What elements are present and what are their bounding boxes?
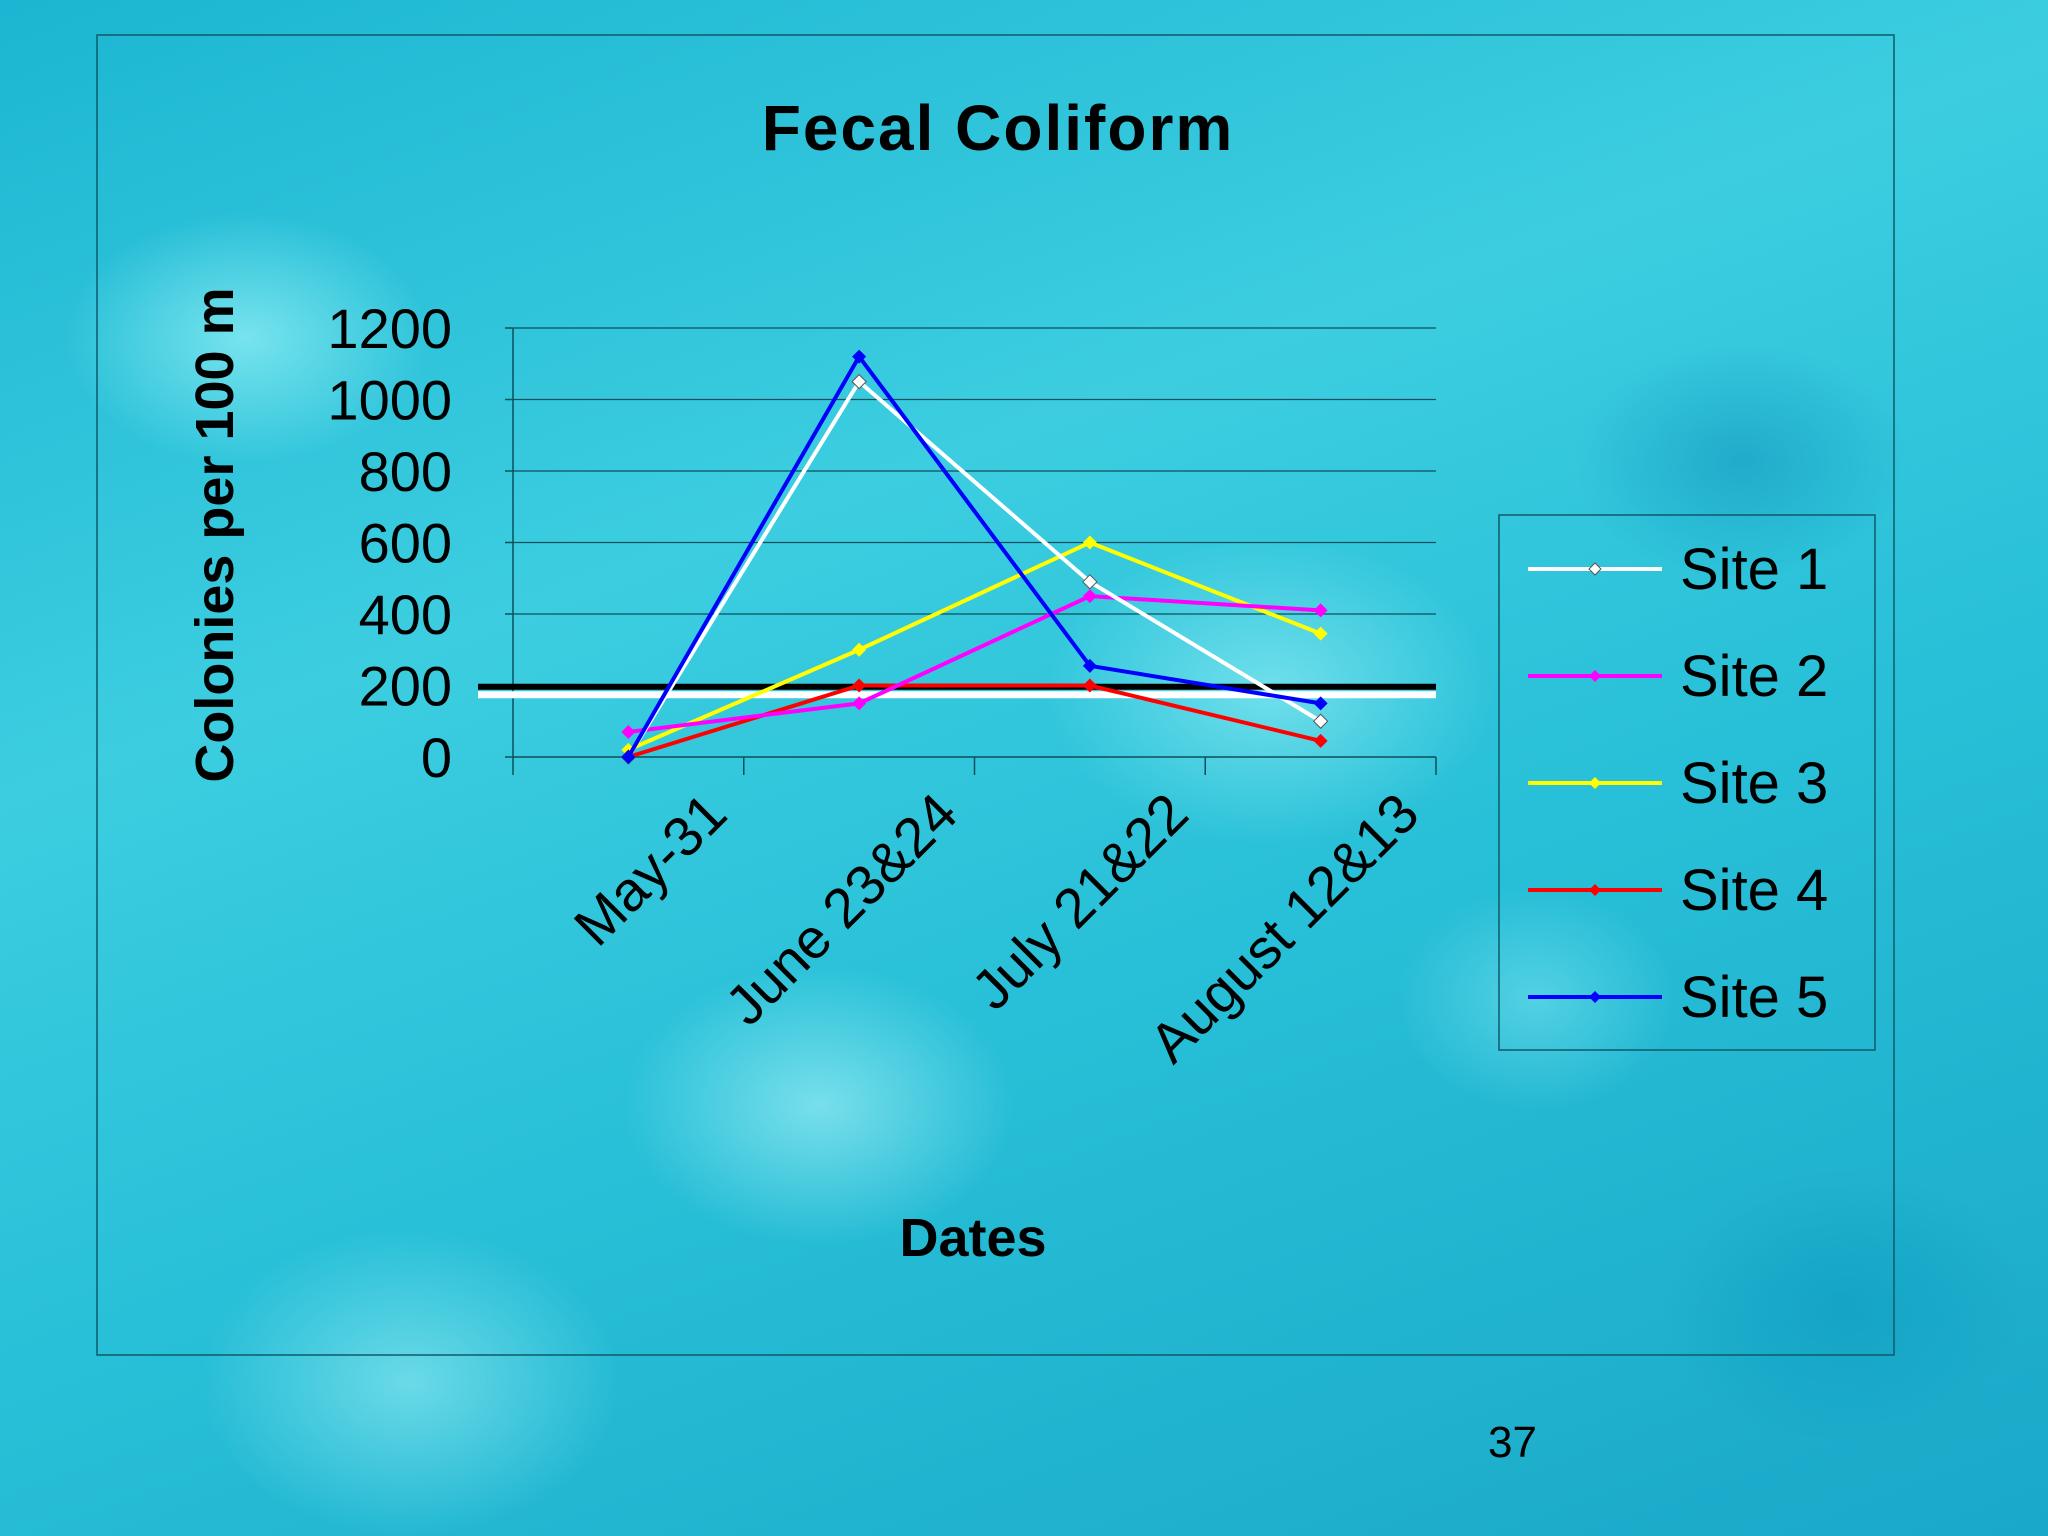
data-point [852, 678, 867, 693]
data-point [1082, 574, 1098, 590]
legend-label: Site 5 [1680, 965, 1828, 1030]
legend-marker [1588, 562, 1602, 576]
data-point [1082, 535, 1097, 550]
y-tick-label: 600 [359, 512, 452, 575]
grid-lines [513, 327, 1436, 687]
data-point [621, 750, 636, 764]
data-point [1082, 658, 1097, 673]
series-line-site-2 [628, 594, 1321, 734]
y-tick-label: 400 [359, 583, 452, 646]
data-point [621, 724, 636, 739]
chart-area-frame [96, 34, 1895, 1356]
data-point [851, 373, 867, 390]
x-tick-label: June 23&24 [713, 781, 969, 1037]
series-line-site-4 [627, 683, 1322, 759]
y-tick-label: 1000 [327, 369, 452, 432]
series-line-site-5 [626, 352, 1321, 758]
data-point [1313, 696, 1328, 711]
x-axis-label: Dates [899, 1208, 1046, 1268]
y-tick-labels: 0 200 400 600 800 1000 1200 [327, 297, 452, 789]
legend-label: Site 2 [1680, 644, 1828, 709]
data-point [852, 642, 867, 657]
data-point [1082, 678, 1097, 693]
series-line-site-3 [627, 540, 1322, 752]
legend-marker [1589, 777, 1601, 789]
legend-marker [1589, 670, 1601, 682]
x-tick-label: May-31 [562, 781, 739, 958]
data-point [852, 696, 867, 711]
legend-marker [1589, 884, 1601, 896]
data-point [1082, 589, 1097, 604]
data-point [1313, 603, 1328, 618]
data-point [852, 349, 867, 364]
y-tick-label: 1200 [327, 297, 452, 360]
legend-label: Site 4 [1680, 858, 1828, 923]
y-tick-label: 0 [421, 726, 452, 789]
data-point [1313, 733, 1328, 748]
y-axis-label: Colonies per 100 m [185, 287, 245, 782]
data-point [1313, 626, 1328, 641]
chart-title: Fecal Coliform [762, 92, 1235, 164]
reference-line [478, 683, 1436, 699]
y-tick-label: 800 [359, 440, 452, 503]
y-tick-label: 200 [359, 655, 452, 718]
legend: Site 1 Site 2 Site 3 Site 4 Site 5 [1498, 514, 1876, 1051]
data-point [1312, 713, 1329, 729]
x-tick-label: July 21&22 [959, 781, 1199, 1021]
series-lines [620, 349, 1329, 765]
legend-label: Site 1 [1680, 537, 1828, 602]
legend-box [1498, 514, 1876, 1051]
legend-label: Site 3 [1680, 751, 1828, 816]
axes [505, 327, 1437, 775]
slide-number: 37 [1488, 1418, 1537, 1467]
series-line-site-1 [626, 378, 1322, 759]
legend-marker [1589, 991, 1601, 1003]
